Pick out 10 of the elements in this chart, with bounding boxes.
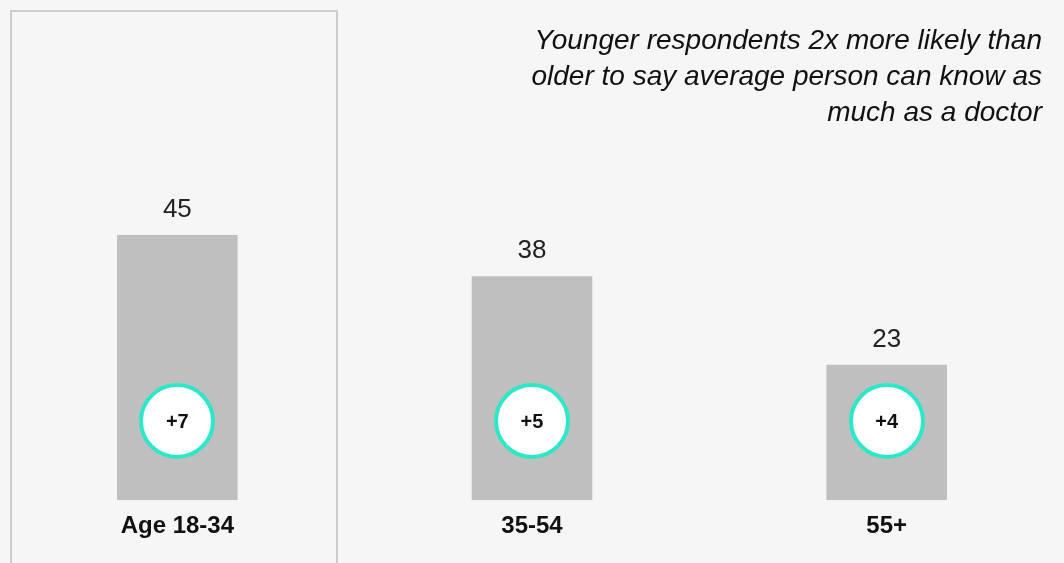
annotation: +4 <box>875 409 899 433</box>
annotation: +5 <box>520 409 544 433</box>
annotation: +7 <box>165 409 189 433</box>
chart-title: Younger respondents 2x more likely than older to say average person can know as much as a doctor <box>530 23 1042 129</box>
data-label: 23 <box>872 322 902 353</box>
x-tick-label: 55+ <box>866 511 908 539</box>
data-label: 38 <box>517 234 547 265</box>
data-label: 45 <box>162 193 192 224</box>
x-tick-label: 35-54 <box>501 511 564 539</box>
x-tick-label: Age 18-34 <box>120 511 235 539</box>
